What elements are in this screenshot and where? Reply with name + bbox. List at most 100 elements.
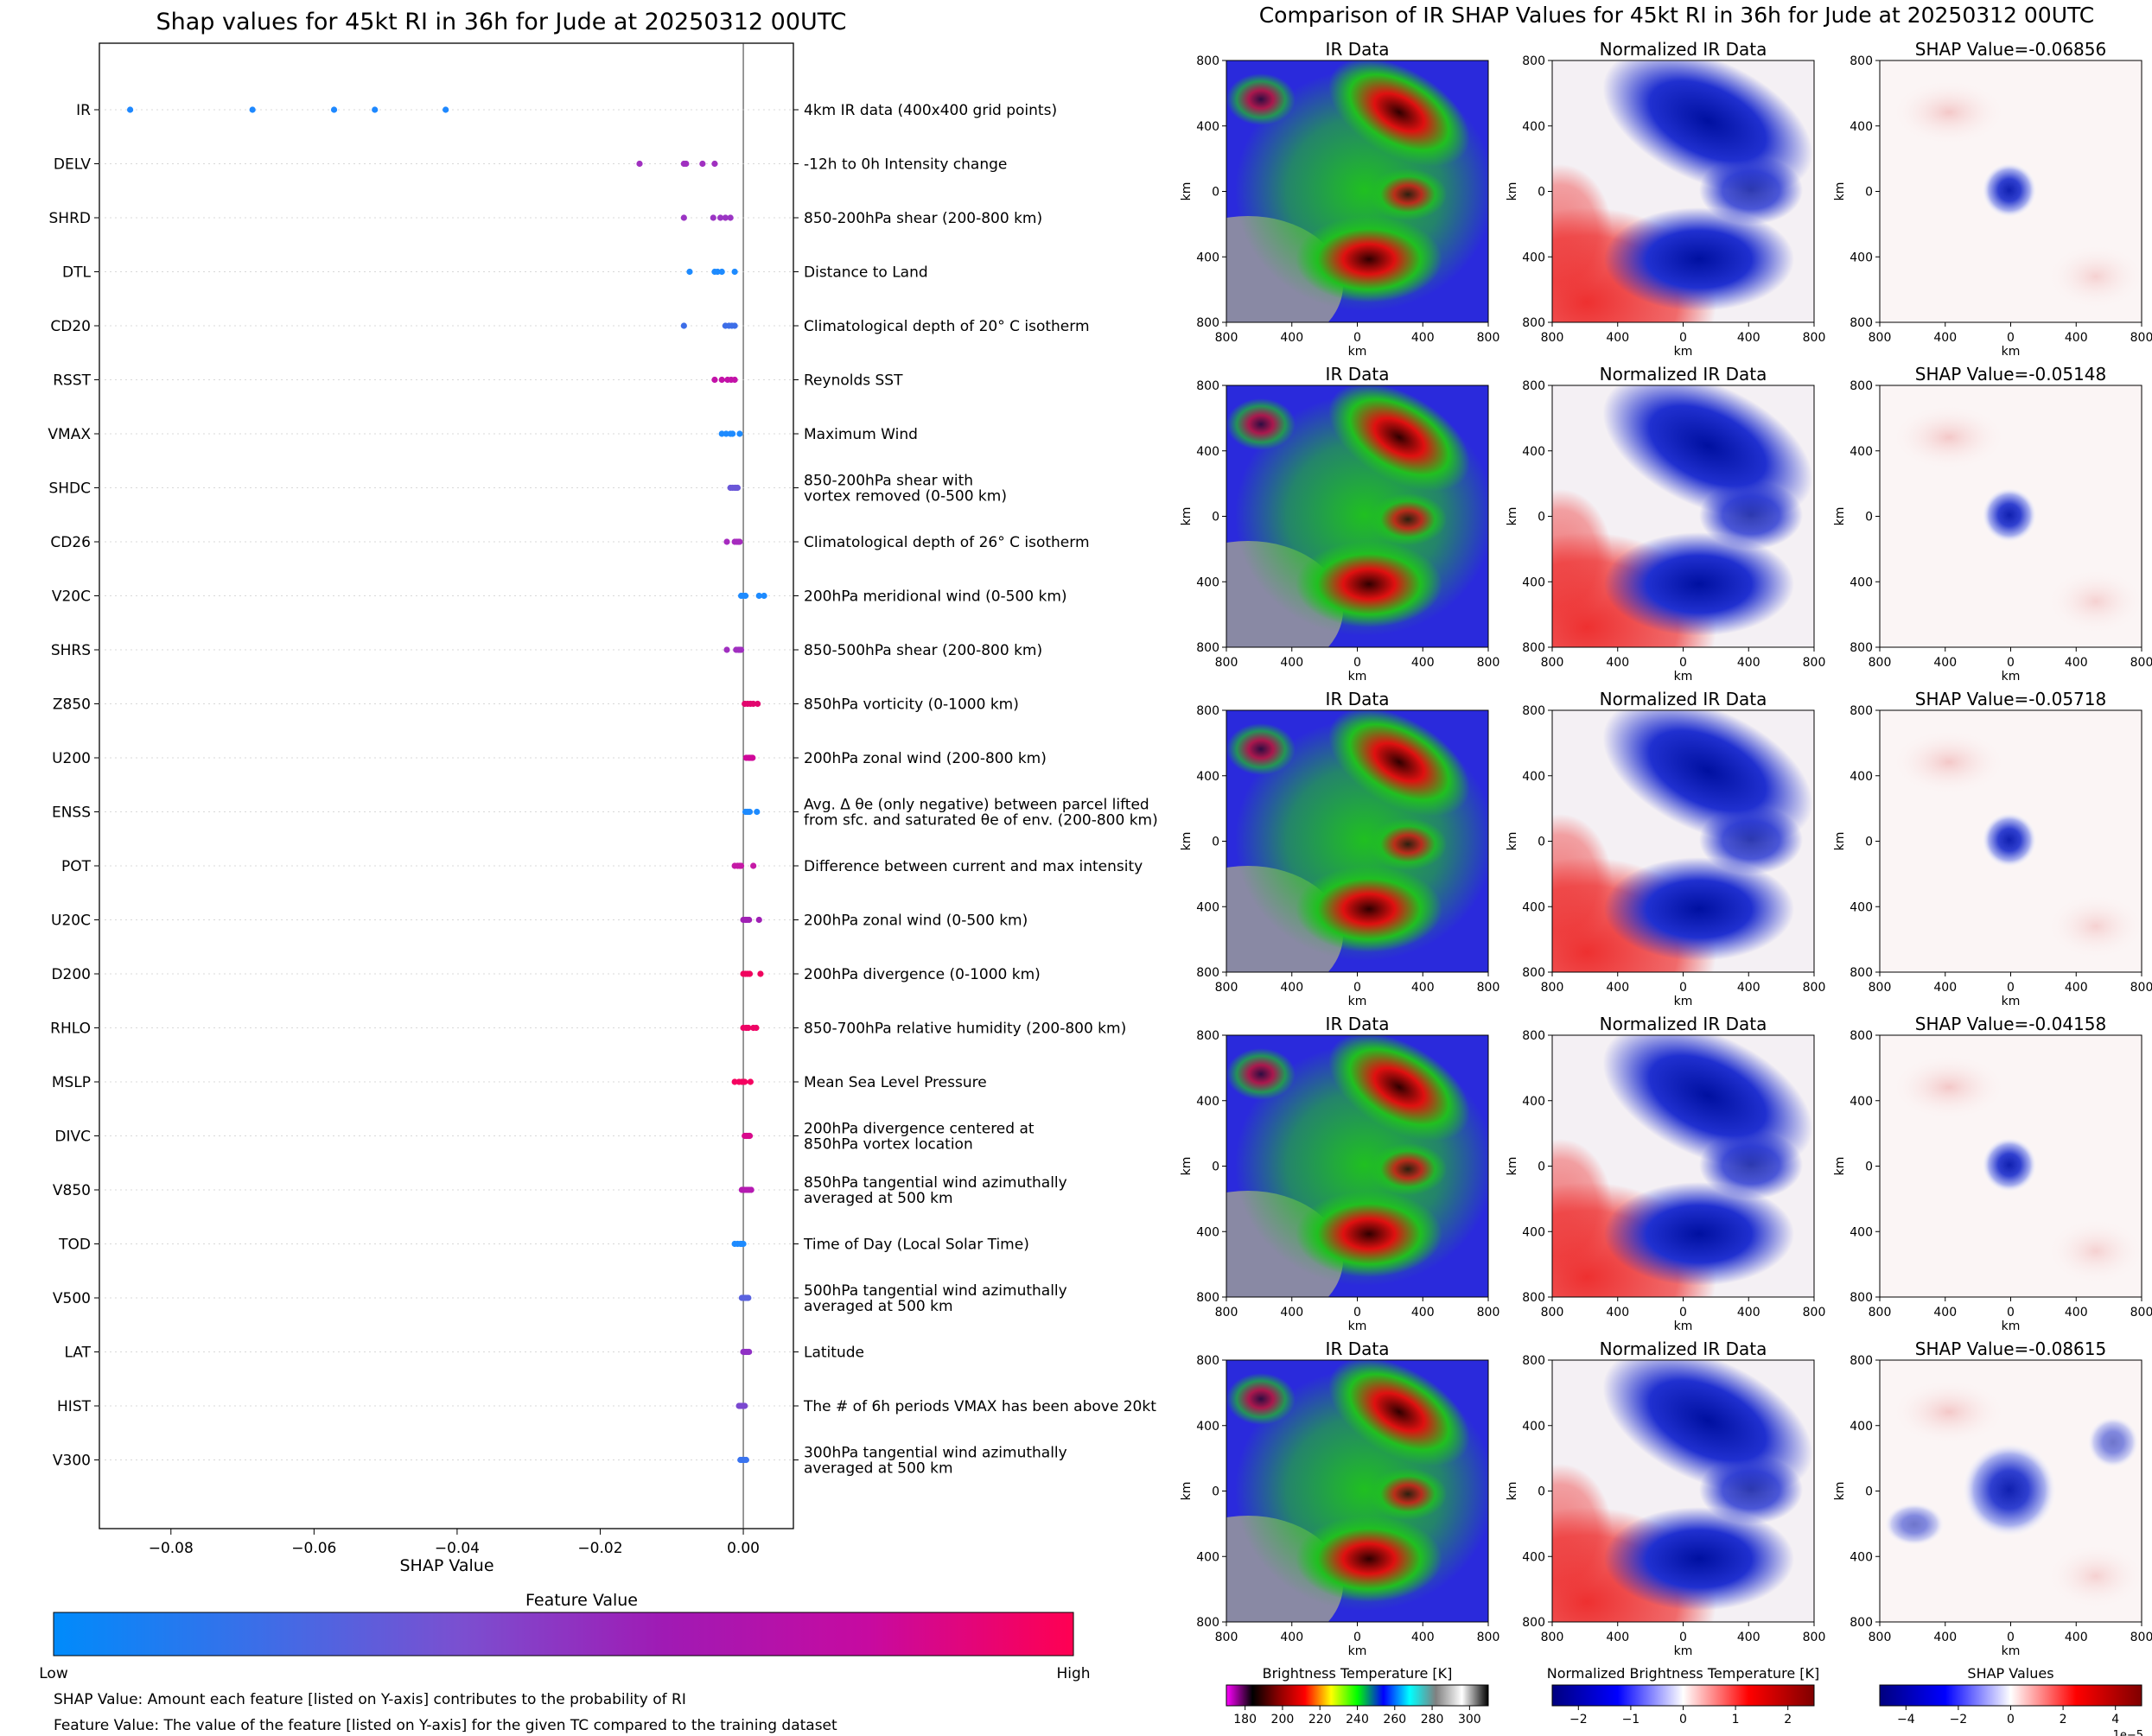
shap-positive-region [1888,403,2009,472]
map-y-tick-label: 0 [1865,511,1873,525]
ir-map [1226,1035,1488,1297]
shap-negative-region [1884,1503,1945,1546]
map-y-tick-label: 800 [1196,1616,1219,1630]
map-y-tick-label: 400 [1522,1225,1545,1239]
map-y-tick-label: 400 [1196,900,1219,914]
map-x-tick-label: 0 [1353,331,1361,345]
map-grid: IR Data 800 800 400 400 0 0 400 400 800 800 km km Nor… [1180,39,2152,1658]
map-x-tick-label: 400 [1411,981,1435,995]
normalized-warm-region [1552,164,1613,302]
colorbar-tick-label: 220 [1308,1713,1332,1726]
map-y-axis-label: km [1506,1157,1519,1176]
map-x-tick-label: 800 [2130,981,2152,995]
map-y-tick-label: 400 [1850,1550,1873,1564]
colorbar-high-label: High [1056,1665,1090,1682]
map-y-tick-label: 800 [1850,1291,1873,1305]
map-y-tick-label: 400 [1196,575,1219,589]
map-x-tick-label: 400 [1411,656,1435,670]
shap-point-rsst [718,376,725,384]
ir-convective-core [1226,1048,1296,1100]
colorbar-tick-label: 300 [1458,1713,1481,1726]
map-x-tick-label: 400 [1411,1631,1435,1644]
ir-convective-core [1369,493,1447,545]
feature-description-u20c: 200hPa zonal wind (0-500 km) [804,913,1028,930]
feature-label-mslp: MSLP [52,1074,91,1091]
map-x-axis-label: km [1674,1644,1693,1658]
map-x-tick-label: 400 [2065,981,2088,995]
map-y-tick-label: 400 [1850,1225,1873,1239]
feature-label-v500: V500 [53,1290,91,1307]
map-x-tick-label: 400 [1280,656,1303,670]
normalized-warm-region [1552,489,1613,627]
normalized-cold-region [1604,857,1794,961]
map-x-tick-label: 400 [1933,1306,1957,1319]
shap-positive-region [2044,567,2142,636]
feature-label-shrd: SHRD [49,210,91,227]
normalized-ir-map [1552,60,1814,322]
map-y-tick-label: 0 [1865,1485,1873,1499]
map-y-tick-label: 400 [1850,251,1873,264]
normalized-ir-map [1552,1360,1814,1622]
feature-description-v300: averaged at 500 km [804,1460,953,1478]
map-y-axis-label: km [1506,832,1519,851]
map-x-axis-label: km [1348,1319,1367,1333]
feature-label-pot: POT [61,858,92,875]
shap-summary-panel: Shap values for 45kt RI in 36h for Jude … [39,9,1157,1734]
shap-map [1880,1035,2142,1297]
map-y-axis-label: km [1833,507,1847,526]
map-y-tick-label: 0 [1212,1161,1219,1174]
map-y-tick-label: 800 [1196,1029,1219,1043]
map-x-tick-label: 0 [1679,981,1687,995]
shap-point-cd20 [731,322,738,329]
shap-point-mslp [747,1078,754,1085]
x-tick-label: −0.08 [149,1540,194,1557]
map-y-tick-label: 800 [1522,1029,1545,1043]
shap-point-v850 [748,1186,754,1193]
ir-convective-core [1226,723,1296,775]
map-x-tick-label: 400 [2065,656,2088,670]
feature-description-cd26: Climatological depth of 26° C isotherm [804,534,1090,551]
map-y-tick-label: 800 [1850,379,1873,393]
map-y-tick-label: 800 [1850,316,1873,330]
ir-convective-core [1328,1360,1470,1466]
summary-chart-title: Shap values for 45kt RI in 36h for Jude … [156,9,846,35]
feature-description-enss: from sfc. and saturated θe of env. (200-… [804,812,1158,830]
map-y-tick-label: 800 [1522,641,1545,655]
shap-point-ir [126,106,134,113]
shap-point-lat [746,1348,753,1356]
map-x-tick-label: 800 [1215,1306,1238,1319]
map-x-tick-label: 400 [2065,1631,2088,1644]
colorbar-label: SHAP Values [1967,1665,2053,1682]
map-y-tick-label: 400 [1522,900,1545,914]
map-y-tick-label: 400 [1522,1420,1545,1434]
normalized-cold-region [1604,207,1794,311]
map-y-axis-label: km [1833,1482,1847,1501]
map-x-tick-label: 400 [1606,331,1629,345]
map-y-tick-label: 400 [1522,770,1545,784]
shap-point-mslp [742,1078,748,1085]
shap-point-v20c [742,592,749,600]
map-y-tick-label: 800 [1522,704,1545,718]
map-x-tick-label: 800 [1477,1306,1500,1319]
feature-description-d200: 200hPa divergence (0-1000 km) [804,966,1041,983]
map-y-tick-label: 800 [1522,1354,1545,1368]
colorbar-low-label: Low [39,1665,68,1682]
map-x-tick-label: 800 [2130,1306,2152,1319]
ir-convective-core [1369,1143,1447,1195]
feature-label-divc: DIVC [54,1129,91,1146]
feature-label-cd26: CD26 [50,534,91,551]
map-y-tick-label: 400 [1850,900,1873,914]
shap-positive-region [2044,242,2142,311]
map-y-tick-label: 0 [1538,186,1545,200]
ir-convective-core [1296,1516,1442,1602]
map-x-tick-label: 800 [1541,981,1564,995]
map-y-axis-label: km [1833,832,1847,851]
colorbar-label: Brightness Temperature [K] [1263,1665,1453,1682]
normalized-map-title: Normalized IR Data [1600,689,1767,709]
map-x-tick-label: 800 [2130,1631,2152,1644]
map-colorbars: Brightness Temperature [K]180 200 220 240 26… [1226,1665,2143,1736]
shap-point-delv [699,160,706,168]
feature-description-rhlo: 850-700hPa relative humidity (200-800 km… [804,1021,1126,1038]
map-y-tick-label: 400 [1196,770,1219,784]
